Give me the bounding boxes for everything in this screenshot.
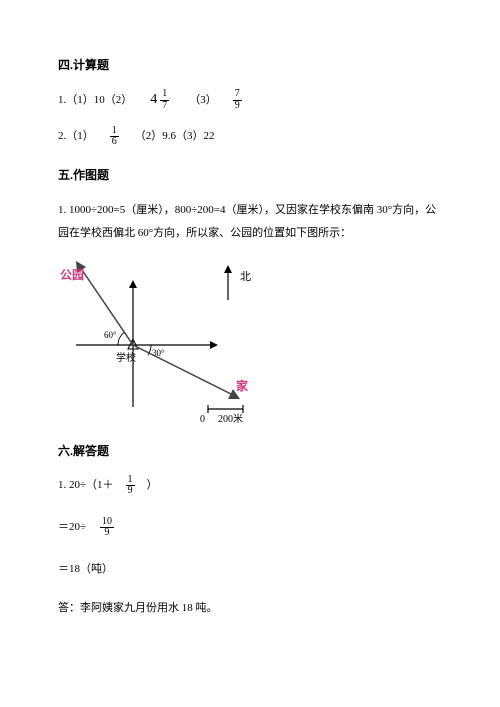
home-label: 家 bbox=[236, 378, 249, 393]
deg30-label: 30° bbox=[152, 348, 165, 358]
s6-step1: 1. 20÷（1＋ 1 9 ） bbox=[58, 475, 442, 497]
deg60-label: 60° bbox=[104, 330, 117, 340]
mixed-4-1-7: 4 1 7 bbox=[150, 89, 171, 111]
frac-den: 9 bbox=[103, 528, 112, 539]
frac-7-9: 7 9 bbox=[233, 89, 242, 111]
diagram-container: 北 学校 60° 30° 公园 家 0 200米 bbox=[58, 255, 442, 432]
s6-step2: ＝20÷ 10 9 bbox=[58, 517, 442, 539]
scale-label: 200米 bbox=[218, 412, 243, 425]
scale-zero: 0 bbox=[200, 414, 205, 425]
s4-line1: 1.（1）10（2） 4 1 7 （3） 7 9 bbox=[58, 89, 442, 111]
section-6-title: 六.解答题 bbox=[58, 442, 442, 461]
frac-den: 9 bbox=[126, 486, 135, 497]
s6-s3-text: ＝18（吨） bbox=[58, 561, 113, 579]
s6-s2-a: ＝20÷ bbox=[58, 519, 86, 537]
mixed-den: 7 bbox=[160, 101, 169, 112]
frac-den: 9 bbox=[233, 101, 242, 112]
s6-answer: 答：李阿姨家九月份用水 18 吨。 bbox=[58, 600, 442, 618]
s4-l1-b: （3） bbox=[189, 92, 217, 110]
s5-text: 1. 1000÷200=5（厘米），800÷200=4（厘米），又因家在学校东偏… bbox=[58, 199, 442, 245]
s4-l2-a: 2.（1） bbox=[58, 128, 94, 146]
section-4-title: 四.计算题 bbox=[58, 56, 442, 75]
s4-l2-b: （2）9.6（3）22 bbox=[135, 128, 215, 146]
park-label: 公园 bbox=[60, 268, 84, 282]
frac-1-6: 1 6 bbox=[110, 126, 119, 148]
s6-step3: ＝18（吨） bbox=[58, 561, 442, 579]
mixed-whole: 4 bbox=[150, 89, 157, 111]
section-5-title: 五.作图题 bbox=[58, 166, 442, 185]
school-label: 学校 bbox=[116, 351, 136, 364]
s4-l1-a: 1.（1）10（2） bbox=[58, 92, 132, 110]
s4-line2: 2.（1） 1 6 （2）9.6（3）22 bbox=[58, 126, 442, 148]
frac-10-9: 10 9 bbox=[100, 517, 114, 539]
mixed-frac: 1 7 bbox=[160, 89, 169, 111]
position-diagram: 北 学校 60° 30° 公园 家 0 200米 bbox=[58, 255, 318, 425]
s6-s1-b: ） bbox=[147, 477, 158, 495]
s6-s1-a: 1. 20÷（1＋ bbox=[58, 477, 114, 495]
north-label: 北 bbox=[240, 270, 251, 283]
frac-den: 6 bbox=[110, 137, 119, 148]
frac-1-9: 1 9 bbox=[126, 475, 135, 497]
